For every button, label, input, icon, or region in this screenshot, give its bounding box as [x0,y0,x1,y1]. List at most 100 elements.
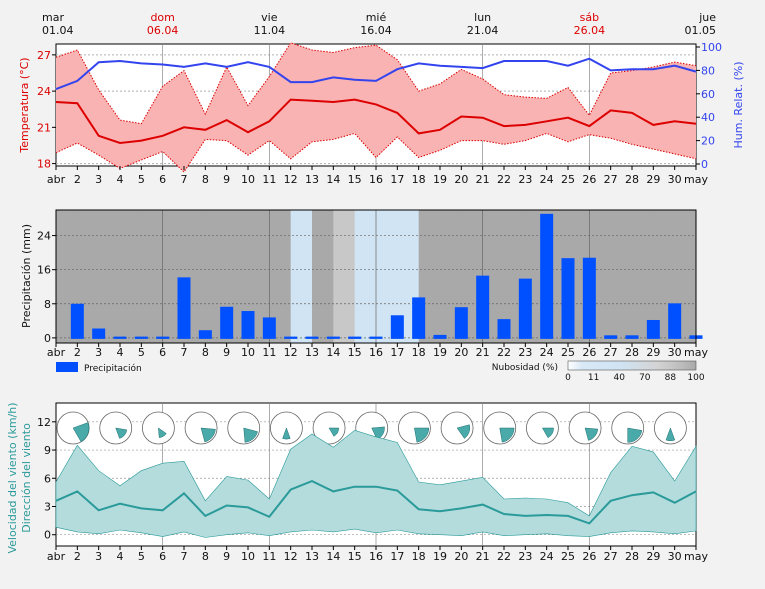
x-tick-label: 20 [454,173,468,186]
wind-direction-roses [56,411,687,445]
precipitation-bar [454,307,468,339]
x-tick-label: 15 [348,550,362,563]
temperature-axis-title: Temperatura (°C) [18,57,31,153]
x-tick-label: 16 [369,346,383,359]
x-tick-label: 7 [181,346,188,359]
wind-rose-sector [328,427,339,437]
cloud-cover-cell [98,210,121,343]
precipitation-bar [70,303,84,339]
x-tick-label: 22 [497,346,511,359]
x-tick-label: 10 [241,346,255,359]
humidity-tick-label: 0 [701,158,708,171]
x-tick-label: may [684,550,708,563]
precipitation-bar [497,319,511,339]
humidity-tick-label: 80 [701,64,715,77]
humidity-tick-label: 60 [701,88,715,101]
x-tick-label: 3 [95,550,102,563]
top-date-date: 06.04 [147,24,179,37]
precipitation-bar [433,334,447,339]
x-tick-label: 21 [476,550,490,563]
x-tick-label: 6 [159,173,166,186]
wind-tick-label: 6 [44,472,51,485]
wind-rose-sector [456,424,471,439]
precipitation-bar [518,278,532,339]
humidity-axis-title: Hum. Relat. (%) [732,61,745,148]
x-tick-label: 6 [159,550,166,563]
cloud-legend-bar [567,360,697,371]
x-tick-label: 9 [223,173,230,186]
temperature-x-tick-labels: abr 2 3 4 5 6 7 8 9 10 11 12 13 14 15 16 17 18 19 20 21 22 23 2… [47,166,708,186]
x-tick-label: 21 [476,346,490,359]
x-tick-label: 23 [518,550,532,563]
precipitation-bars [70,213,703,339]
cloud-cover-cell [312,210,334,343]
x-tick-label: 12 [284,550,298,563]
precipitation-bar [604,335,618,339]
wind-rose-sector [282,427,291,440]
cloud-cover-cell [141,210,163,343]
x-tick-label: 24 [540,173,554,186]
precipitation-tick-label: 16 [37,264,51,277]
x-tick-label: 4 [117,346,124,359]
x-tick-label: 12 [284,173,298,186]
x-tick-label: 10 [241,550,255,563]
wind-rose-sector [541,427,554,439]
x-tick-label: 9 [223,550,230,563]
cloud-cover-cell [333,210,355,343]
precipitation-bar [582,257,596,339]
precipitation-bar [156,336,170,339]
x-tick-label: 29 [646,173,660,186]
cloud-cover-cell [290,210,313,343]
cloud-legend-tick: 70 [639,373,651,383]
x-tick-label: 14 [326,550,340,563]
x-tick-label: 19 [433,173,447,186]
x-tick-label: abr [47,173,66,186]
cloud-cover-legend: Nubosidad (%) 0 11 40 70 88 100 [492,360,705,383]
wind-rose-sector [584,427,599,441]
precipitation-bar [625,335,639,339]
cloud-cover-cell [354,210,377,343]
top-date-day: vie [261,11,278,24]
x-tick-label: 12 [284,346,298,359]
top-date-day: sáb [580,11,599,24]
x-tick-label: 27 [604,346,618,359]
precipitation-bar [305,336,319,339]
x-tick-label: 17 [390,173,404,186]
cloud-legend-tick: 40 [613,373,625,383]
humidity-tick-label: 20 [701,135,715,148]
x-tick-label: 13 [305,173,319,186]
x-tick-label: 10 [241,173,255,186]
wind-tick-label: 12 [37,416,51,429]
precipitation-bar [540,213,554,339]
x-tick-label: 7 [181,550,188,563]
top-date-day: jue [698,11,716,24]
x-tick-label: 22 [497,173,511,186]
precipitation-bar [92,328,106,339]
temperature-mean-line [55,98,697,145]
wind-direction-axis-title: Dirección del viento [20,423,33,533]
x-tick-label: 13 [305,550,319,563]
x-tick-label: 23 [518,173,532,186]
top-date-date: 26.04 [574,24,606,37]
x-tick-label: 20 [454,346,468,359]
wind-rose-sector [115,427,128,439]
precipitation-bar [668,303,682,339]
x-tick-label: 2 [74,550,81,563]
top-date-day: lun [474,11,491,24]
cloud-cover-cell [610,210,633,343]
x-tick-label: 19 [433,346,447,359]
x-tick-label: may [684,173,708,186]
x-tick-label: 8 [202,173,209,186]
x-tick-label: 15 [348,173,362,186]
precipitation-bar [220,306,234,339]
top-date-date: 21.04 [467,24,499,37]
precipitation-bar [198,330,212,339]
top-date-date: 16.04 [360,24,392,37]
x-tick-label: 30 [668,346,682,359]
x-tick-label: 2 [74,173,81,186]
x-tick-label: 6 [159,346,166,359]
precipitation-tick-label: 0 [44,332,51,345]
x-tick-label: 18 [412,550,426,563]
